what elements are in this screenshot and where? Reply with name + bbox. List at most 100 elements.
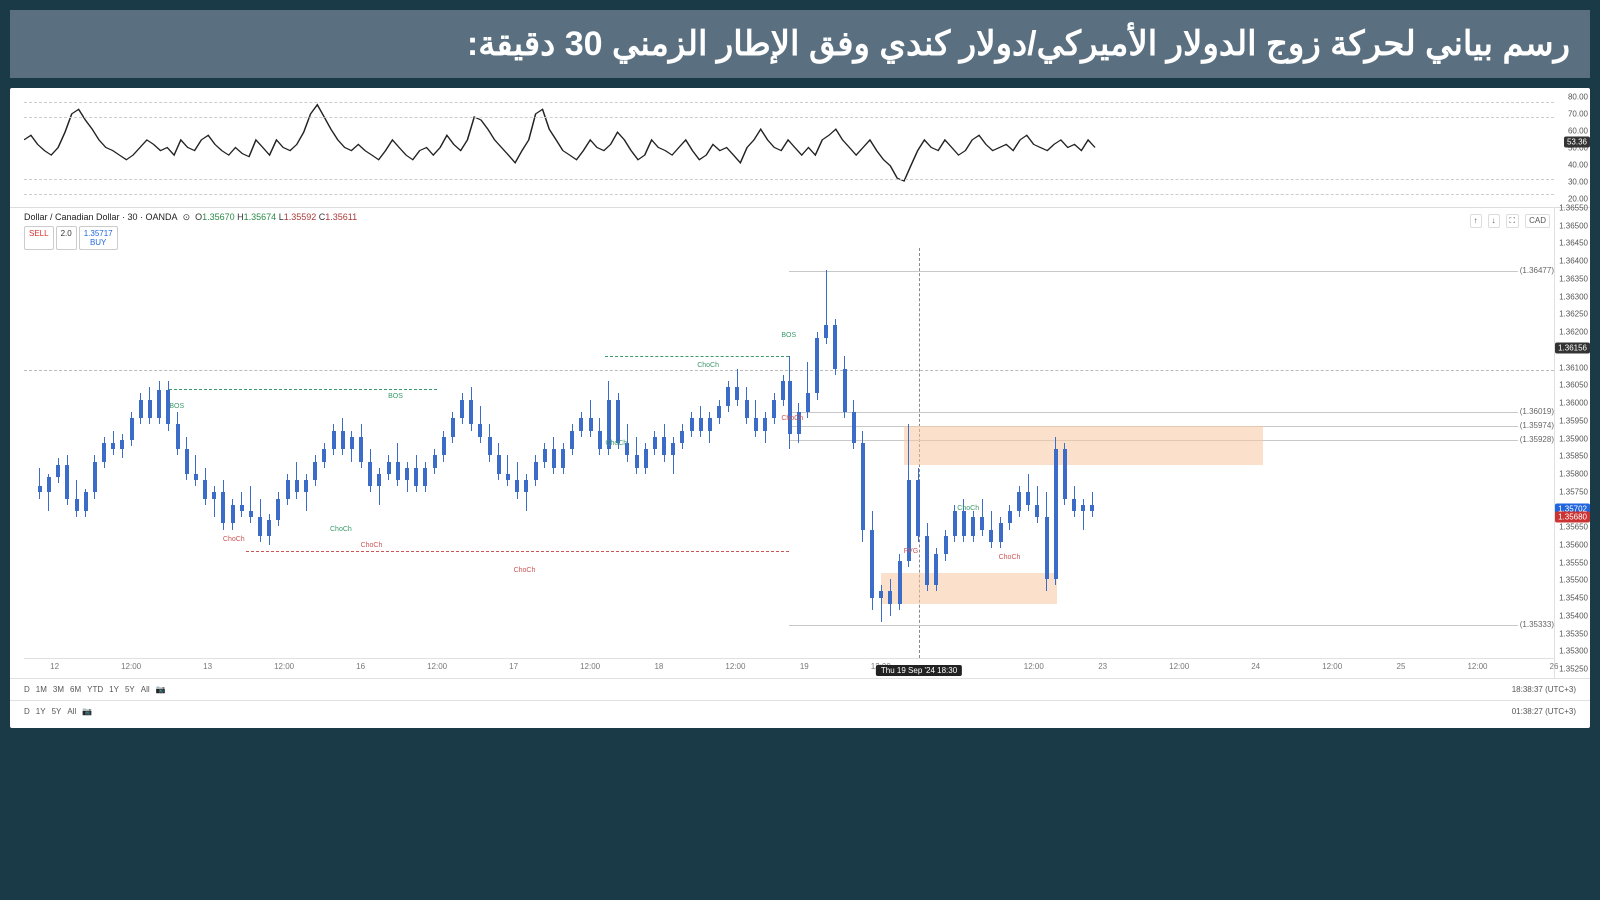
buy-sell-panel: SELL 2.0 1.35717 BUY: [24, 226, 118, 250]
indicator-tick: 40.00: [1568, 160, 1588, 169]
candle-body: [65, 465, 69, 499]
candle-body: [38, 486, 42, 492]
candle-body: [745, 400, 749, 419]
candle-body: [524, 480, 528, 492]
candle-body: [1026, 492, 1030, 504]
range-button[interactable]: 1Y: [36, 707, 46, 716]
time-tick: 12:00: [274, 662, 294, 671]
candle-body: [898, 561, 902, 604]
time-tick: 12:00: [1322, 662, 1342, 671]
tool-down-icon[interactable]: ↓: [1488, 214, 1500, 228]
range-button[interactable]: 1M: [36, 685, 47, 694]
candle-body: [359, 437, 363, 462]
price-level-line: (1.36477): [789, 271, 1554, 272]
candle-body: [662, 437, 666, 456]
candle-body: [176, 424, 180, 449]
range-button[interactable]: 5Y: [125, 685, 135, 694]
indicator-level-line: [24, 179, 1554, 180]
price-level-label: (1.36477): [1518, 266, 1556, 275]
structure-label: BOS: [388, 393, 403, 400]
range-button[interactable]: 6M: [70, 685, 81, 694]
tool-up-icon[interactable]: ↑: [1470, 214, 1482, 228]
price-tick: 1.35400: [1559, 611, 1588, 620]
candle-wick: [195, 455, 196, 486]
candle-body: [423, 468, 427, 487]
price-tick: 1.36200: [1559, 328, 1588, 337]
main-price-chart[interactable]: Dollar / Canadian Dollar · 30 · OANDA ⊙ …: [10, 208, 1590, 678]
candle-wick: [214, 486, 215, 517]
time-tick: 12:00: [427, 662, 447, 671]
candle-body: [1045, 517, 1049, 579]
structure-label: ChoCh: [999, 554, 1021, 561]
candle-body: [304, 480, 308, 492]
candle-body: [157, 390, 161, 418]
time-tick: 12:00: [1467, 662, 1487, 671]
candle-body: [1072, 499, 1076, 511]
supply-demand-zone: [904, 426, 1264, 465]
candle-body: [515, 480, 519, 492]
range-button[interactable]: D: [24, 707, 30, 716]
indicator-line: [24, 94, 1554, 201]
candle-body: [139, 400, 143, 419]
candle-body: [671, 443, 675, 455]
range-button[interactable]: All: [67, 707, 76, 716]
structure-line: [246, 551, 789, 552]
currency-label[interactable]: CAD: [1525, 214, 1550, 228]
time-axis: 1212:001312:001612:001712:001812:001912:…: [24, 658, 1554, 678]
range-button[interactable]: D: [24, 685, 30, 694]
indicator-level-line: [24, 194, 1554, 195]
candle-body: [396, 462, 400, 481]
candle-body: [497, 455, 501, 474]
buy-button[interactable]: 1.35717 BUY: [79, 226, 118, 250]
candle-body: [350, 437, 354, 449]
sell-button[interactable]: SELL: [24, 226, 54, 250]
candle-body: [543, 449, 547, 461]
candle-body: [1035, 505, 1039, 517]
candle-body: [726, 387, 730, 406]
range-button[interactable]: 1Y: [109, 685, 119, 694]
price-level-line: (1.36019): [789, 412, 1554, 413]
candle-body: [506, 474, 510, 480]
clock-2: 01:38:27 (UTC+3): [1512, 707, 1576, 716]
tool-fullscreen-icon[interactable]: ⛶: [1506, 214, 1520, 228]
time-tick: 25: [1397, 662, 1406, 671]
chart-plot-area[interactable]: (1.36477)(1.36019)(1.35974)(1.35928)(1.3…: [24, 248, 1554, 658]
range-button[interactable]: All: [141, 685, 150, 694]
candle-body: [824, 325, 828, 337]
candle-body: [653, 437, 657, 449]
chart-toolbar: ↑ ↓ ⛶ CAD: [1470, 214, 1551, 228]
price-tick: 1.36050: [1559, 381, 1588, 390]
candle-body: [194, 474, 198, 480]
candle-body: [212, 492, 216, 498]
snapshot-icon[interactable]: 📷: [156, 685, 166, 694]
candle-body: [341, 431, 345, 450]
time-tick: 12: [50, 662, 59, 671]
candle-wick: [507, 455, 508, 486]
range-button[interactable]: YTD: [87, 685, 103, 694]
price-tick: 1.35300: [1559, 647, 1588, 656]
snapshot-icon[interactable]: 📷: [82, 707, 92, 716]
candle-body: [1008, 511, 1012, 523]
candle-body: [56, 465, 60, 477]
candle-body: [763, 418, 767, 430]
time-tick: 23: [1098, 662, 1107, 671]
range-button[interactable]: 3M: [53, 685, 64, 694]
candle-body: [708, 418, 712, 430]
range-button[interactable]: 5Y: [52, 707, 62, 716]
clock-1: 18:38:37 (UTC+3): [1512, 685, 1576, 694]
candle-body: [916, 480, 920, 536]
amount-field[interactable]: 2.0: [56, 226, 77, 250]
candle-body: [953, 511, 957, 536]
candle-body: [690, 418, 694, 430]
indicator-tick: 70.00: [1568, 109, 1588, 118]
candle-body: [852, 412, 856, 443]
indicator-tick: 20.00: [1568, 194, 1588, 203]
candle-body: [231, 505, 235, 524]
candle-body: [1090, 505, 1094, 511]
price-tick: 1.36550: [1559, 204, 1588, 213]
range-toolbar-1: D 1M 3M 6M YTD 1Y 5Y All 📷 18:38:37 (UTC+3): [10, 678, 1590, 700]
candle-body: [870, 530, 874, 598]
price-tick: 1.36000: [1559, 399, 1588, 408]
candle-body: [971, 517, 975, 536]
candle-wick: [250, 486, 251, 523]
